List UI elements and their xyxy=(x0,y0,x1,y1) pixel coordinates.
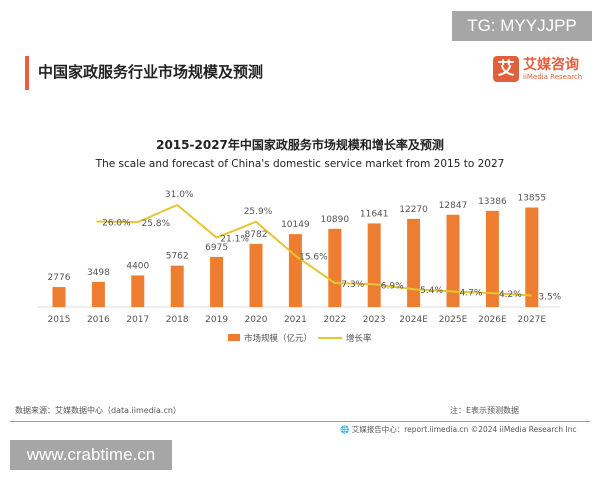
bar-label: 12847 xyxy=(439,201,468,211)
legend-bar-label: 市场规模（亿元） xyxy=(244,333,312,344)
bar-label: 5762 xyxy=(166,252,189,262)
bar xyxy=(288,234,302,307)
growth-line xyxy=(96,203,532,297)
line-label: 4.2% xyxy=(499,290,522,300)
bar-label: 6975 xyxy=(205,243,228,253)
line-label: 31.0% xyxy=(165,190,194,200)
x-tick-label: 2027E xyxy=(518,315,547,325)
bar xyxy=(210,256,224,307)
chart-title: 2015-2027年中国家政服务市场规模和增长率及预测 xyxy=(156,138,444,152)
logo-en-text: iiMedia Research xyxy=(523,72,583,81)
x-tick-label: 2021 xyxy=(284,315,307,325)
line-label: 5.4% xyxy=(420,286,443,296)
line-label: 15.6% xyxy=(299,253,328,263)
x-tick-label: 2026E xyxy=(478,315,507,325)
bar-label: 8782 xyxy=(245,230,268,240)
line-label: 26.0% xyxy=(102,218,131,228)
bar xyxy=(407,218,421,307)
footer-credit-text: 艾媒报告中心：report.iimedia.cn ©2024 iiMedia R… xyxy=(351,425,577,434)
note: 注：E表示预测数据 xyxy=(450,406,520,415)
bar-label: 4400 xyxy=(126,261,149,271)
legend-bar-swatch xyxy=(228,334,240,341)
legend-line-label: 增长率 xyxy=(346,333,372,344)
x-tick-label: 2024E xyxy=(399,315,428,325)
bar xyxy=(52,287,66,307)
title-accent-bar xyxy=(25,56,29,90)
bar xyxy=(170,265,184,307)
logo-mark: 艾 xyxy=(493,56,519,82)
x-tick-label: 2019 xyxy=(205,315,228,325)
x-tick-label: 2022 xyxy=(323,315,346,325)
bar xyxy=(485,210,499,307)
chart-subtitle: The scale and forecast of China's domest… xyxy=(95,158,505,170)
globe-icon: 🌐 xyxy=(340,425,350,434)
x-tick-label: 2018 xyxy=(166,315,189,325)
x-tick-label: 2015 xyxy=(48,315,71,325)
bar-label: 10149 xyxy=(281,220,310,230)
bar-label: 13855 xyxy=(517,194,546,204)
bar-label: 3498 xyxy=(87,268,110,278)
x-tick-label: 2020 xyxy=(245,315,268,325)
bar xyxy=(525,207,539,307)
bar xyxy=(91,281,105,307)
line-label: 6.9% xyxy=(381,281,404,291)
x-tick-label: 2016 xyxy=(87,315,110,325)
logo-cn-text: 艾媒咨询 xyxy=(523,56,579,73)
bar xyxy=(249,243,263,307)
line-label: 25.8% xyxy=(142,219,171,229)
bar-label: 13386 xyxy=(478,197,507,207)
bar-label: 2776 xyxy=(48,273,71,283)
bar xyxy=(131,275,145,307)
footer-credit: 🌐 艾媒报告中心：report.iimedia.cn ©2024 iiMedia… xyxy=(340,424,577,435)
page-title: 中国家政服务行业市场规模及预测 xyxy=(38,63,264,81)
bar xyxy=(328,228,342,307)
bar xyxy=(446,214,460,307)
x-tick-label: 2023 xyxy=(363,315,386,325)
bar-label: 11641 xyxy=(360,209,389,219)
line-label: 3.5% xyxy=(538,292,561,302)
line-label: 4.7% xyxy=(460,289,483,299)
bar-label: 10890 xyxy=(320,215,349,225)
chart: 2776 2015 3498 2016 4400 2017 5762 2018 6975 2019… xyxy=(38,190,562,344)
x-tick-label: 2025E xyxy=(439,315,468,325)
line-label: 25.9% xyxy=(244,207,273,217)
line-label: 21.1% xyxy=(220,235,249,245)
watermark-top: TG: MYYJJPP xyxy=(452,11,592,41)
logo: 艾 艾媒咨询 iiMedia Research xyxy=(493,56,582,82)
bar xyxy=(367,223,381,307)
data-source: 数据来源：艾媒数据中心（data.iimedia.cn） xyxy=(15,406,181,415)
divider xyxy=(10,421,590,422)
bar-label: 12270 xyxy=(399,205,428,215)
watermark-bottom: www.crabtime.cn xyxy=(10,440,172,470)
x-tick-label: 2017 xyxy=(126,315,149,325)
line-label: 7.3% xyxy=(341,280,364,290)
